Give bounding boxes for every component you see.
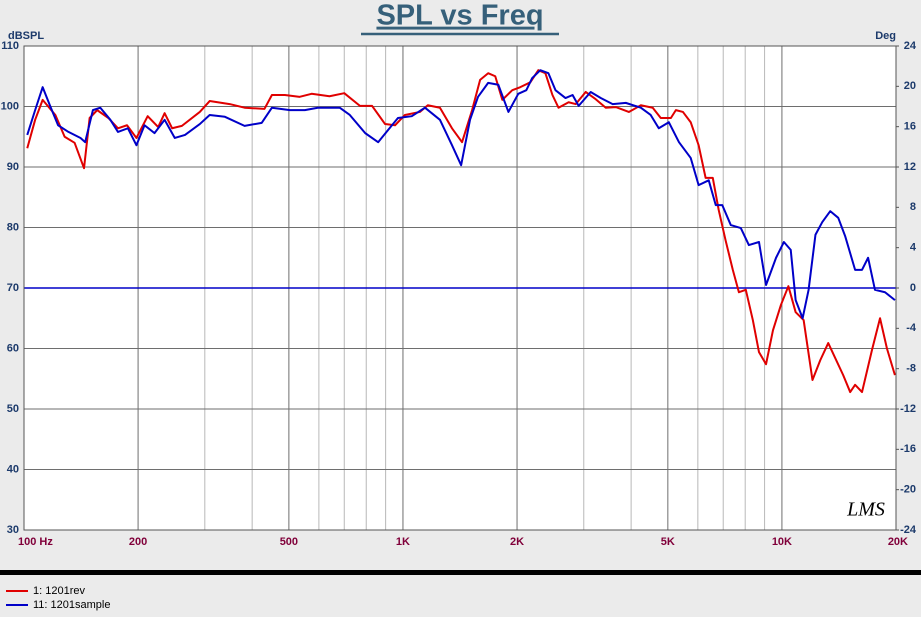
y-tick-label: 50 (7, 403, 19, 415)
x-tick-label: 100 Hz (18, 536, 53, 548)
y2-axis-label: Deg (875, 30, 896, 42)
y-axis-label: dBSPL (8, 30, 44, 42)
y2-tick-label: -4 (906, 322, 917, 334)
y2-tick-label: -12 (900, 403, 916, 415)
y-tick-label: 110 (1, 40, 19, 52)
x-tick-label: 500 (280, 536, 298, 548)
y-tick-label: 60 (7, 342, 19, 354)
x-tick-label: 2K (510, 536, 524, 548)
y-tick-label: 100 (1, 100, 19, 112)
legend-label: 1: 1201rev (33, 585, 85, 597)
y2-tick-label: 4 (910, 242, 917, 254)
x-tick-label: 10K (772, 536, 792, 548)
y2-tick-label: 16 (904, 121, 916, 133)
legend-label: 11: 1201sample (33, 599, 110, 611)
x-tick-label: 20K (888, 536, 908, 548)
y-tick-label: 30 (7, 524, 19, 536)
y2-tick-label: 20 (904, 80, 916, 92)
chart-title: SPL vs Freq (376, 0, 543, 32)
separator (0, 570, 921, 575)
series-line (26, 69, 896, 320)
x-tick-label: 200 (129, 536, 147, 548)
y-tick-label: 70 (7, 282, 19, 294)
y2-tick-label: -8 (906, 363, 916, 375)
annotation: LMS (846, 499, 885, 521)
y2-tick-label: -16 (900, 443, 916, 455)
y2-tick-label: 24 (904, 40, 917, 52)
x-tick-label: 1K (396, 536, 410, 548)
x-tick-label: 5K (661, 536, 675, 548)
y-tick-label: 40 (7, 463, 19, 475)
y2-tick-label: -20 (900, 484, 916, 496)
y2-tick-label: -24 (900, 524, 917, 536)
y-tick-label: 80 (7, 221, 19, 233)
y2-tick-label: 12 (904, 161, 916, 173)
y-tick-label: 90 (7, 161, 19, 173)
y2-tick-label: 0 (910, 282, 916, 294)
y2-tick-label: 8 (910, 201, 916, 213)
